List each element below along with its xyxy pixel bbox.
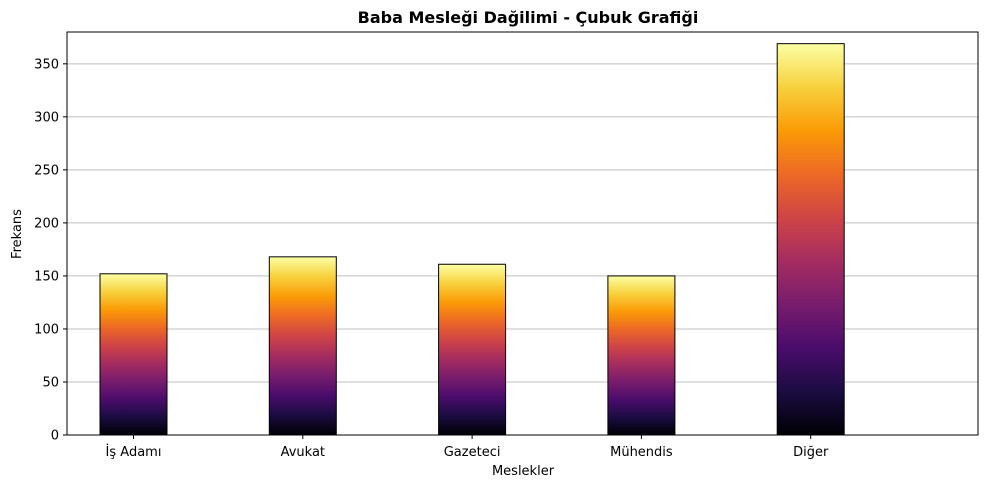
- x-tick-label: İş Adamı: [106, 444, 162, 460]
- x-tick-label: Diğer: [793, 445, 829, 460]
- bars: [99, 43, 845, 436]
- plot-frame: [66, 31, 979, 436]
- bar: [99, 273, 168, 436]
- y-axis-ticks: 0 50 100 150 200 250 300 350: [34, 57, 67, 444]
- y-tick-label: 350: [34, 57, 59, 72]
- bar: [268, 256, 337, 436]
- y-tick-label: 0: [51, 429, 59, 444]
- x-axis-ticks: İş Adamı Avukat Gazeteci Mühendis Diğer: [106, 435, 829, 460]
- x-axis-label: Meslekler: [492, 464, 555, 479]
- y-tick-label: 250: [34, 163, 59, 178]
- y-tick-label: 300: [34, 110, 59, 125]
- y-tick-label: 150: [34, 269, 59, 284]
- x-tick-label: Gazeteci: [444, 445, 501, 460]
- x-tick-label: Mühendis: [610, 445, 673, 460]
- grid-lines: [67, 63, 978, 383]
- y-axis-label: Frekans: [10, 209, 25, 259]
- bar: [607, 275, 676, 436]
- y-tick-label: 100: [34, 322, 59, 337]
- y-tick-label: 200: [34, 216, 59, 231]
- chart-title: Baba Mesleği Dağilimi - Çubuk Grafiği: [358, 8, 699, 27]
- bar: [776, 43, 845, 436]
- y-tick-label: 50: [42, 375, 59, 390]
- x-tick-label: Avukat: [281, 445, 325, 460]
- bar: [438, 263, 507, 436]
